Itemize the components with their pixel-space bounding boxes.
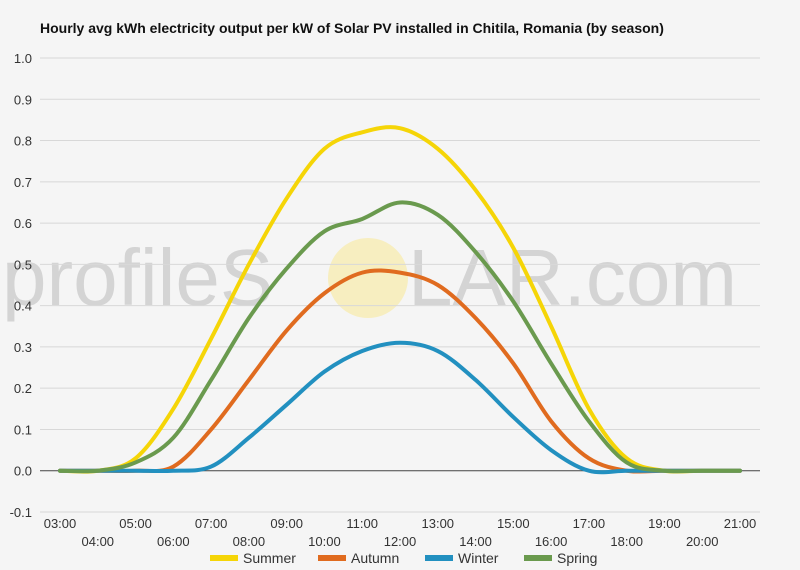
y-axis-ticks: 1.0 0.9 0.8 0.7 0.6 0.5 0.4 0.3 0.2 0.1 0.0 -0.1 (10, 51, 32, 520)
y-tick-label: -0.1 (10, 505, 32, 520)
y-tick-label: 0.1 (14, 422, 32, 437)
legend-swatch-winter (425, 555, 453, 561)
x-tick-label: 19:00 (648, 516, 681, 531)
legend-label-winter: Winter (458, 550, 499, 566)
x-tick-label: 15:00 (497, 516, 530, 531)
y-tick-label: 1.0 (14, 51, 32, 66)
legend-label-autumn: Autumn (351, 550, 399, 566)
x-tick-label: 05:00 (119, 516, 152, 531)
series-line-summer (58, 125, 742, 474)
y-tick-label: 0.6 (14, 216, 32, 231)
legend-swatch-autumn (318, 555, 346, 561)
x-tick-label: 16:00 (535, 534, 568, 549)
legend-label-summer: Summer (243, 550, 296, 566)
x-tick-label: 08:00 (233, 534, 266, 549)
y-tick-label: 0.2 (14, 381, 32, 396)
x-tick-label: 09:00 (270, 516, 303, 531)
watermark-sun-icon (328, 238, 408, 318)
x-tick-label: 17:00 (573, 516, 606, 531)
series-line-spring (58, 200, 742, 474)
y-tick-label: 0.0 (14, 464, 32, 479)
y-tick-label: 0.4 (14, 299, 32, 314)
x-tick-label: 06:00 (157, 534, 190, 549)
legend-label-spring: Spring (557, 550, 597, 566)
legend-swatch-spring (524, 555, 552, 561)
legend: Summer Autumn Winter Spring (210, 550, 597, 566)
x-tick-label: 10:00 (308, 534, 341, 549)
x-tick-label: 13:00 (422, 516, 455, 531)
y-tick-label: 0.8 (14, 134, 32, 149)
x-tick-label: 21:00 (724, 516, 757, 531)
y-tick-label: 0.5 (14, 257, 32, 272)
series-lines (58, 125, 742, 475)
x-tick-label: 14:00 (459, 534, 492, 549)
x-tick-label: 11:00 (346, 516, 378, 531)
x-tick-label: 03:00 (44, 516, 77, 531)
series-line-winter (58, 340, 742, 475)
x-tick-label: 20:00 (686, 534, 719, 549)
x-tick-label: 18:00 (610, 534, 643, 549)
x-axis-ticks: 03:00 04:00 05:00 06:00 07:00 08:00 09:00 10:00… (44, 516, 757, 549)
y-tick-label: 0.7 (14, 175, 32, 190)
x-tick-label: 04:00 (82, 534, 115, 549)
legend-swatch-summer (210, 555, 238, 561)
watermark-text-left: profileS (2, 233, 273, 322)
x-tick-label: 12:00 (384, 534, 417, 549)
watermark: profileS LAR.com (2, 233, 737, 322)
chart-title: Hourly avg kWh electricity output per kW… (40, 20, 664, 36)
watermark-text-right: LAR.com (408, 233, 737, 322)
y-tick-label: 0.3 (14, 340, 32, 355)
y-tick-label: 0.9 (14, 92, 32, 107)
x-tick-label: 07:00 (195, 516, 228, 531)
